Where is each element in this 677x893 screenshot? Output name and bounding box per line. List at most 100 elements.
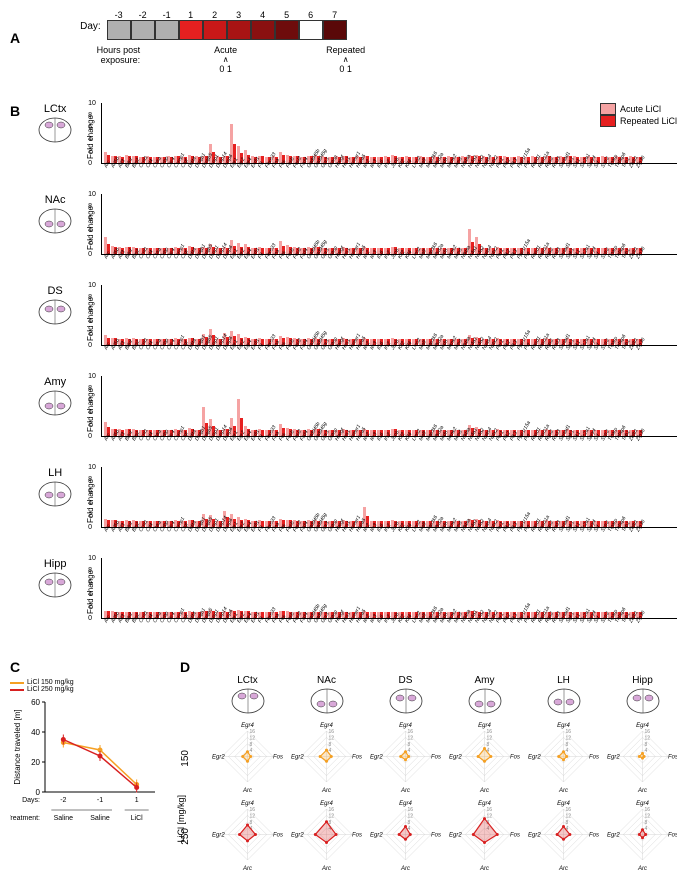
y-tick: 8 xyxy=(88,112,92,119)
svg-text:12: 12 xyxy=(408,735,414,741)
svg-text:20: 20 xyxy=(31,758,40,767)
day-number: 1 xyxy=(179,10,203,20)
day-box xyxy=(203,20,227,40)
svg-text:16: 16 xyxy=(487,729,493,735)
y-tick: 10 xyxy=(88,373,96,380)
svg-text:4: 4 xyxy=(566,748,569,754)
svg-text:Egr4: Egr4 xyxy=(399,801,412,807)
svg-text:Arc: Arc xyxy=(242,866,252,872)
svg-text:Fos: Fos xyxy=(668,755,677,761)
radar-chart: 481216Egr4FosArcEgr2 xyxy=(210,797,285,875)
region-label: DS xyxy=(368,675,443,686)
day-box xyxy=(227,20,251,40)
svg-text:8: 8 xyxy=(408,820,411,826)
svg-text:Fos: Fos xyxy=(273,755,283,761)
svg-text:12: 12 xyxy=(645,813,651,819)
dose-label: 250 xyxy=(180,828,206,845)
svg-text:Fos: Fos xyxy=(352,833,362,839)
svg-text:8: 8 xyxy=(250,742,253,748)
y-tick: 6 xyxy=(88,397,92,404)
svg-text:8: 8 xyxy=(487,742,490,748)
day-box xyxy=(131,20,155,40)
svg-text:Egr2: Egr2 xyxy=(212,833,225,839)
y-tick: 8 xyxy=(88,203,92,210)
svg-text:Egr2: Egr2 xyxy=(291,755,304,761)
region-label: LH xyxy=(30,467,80,479)
svg-text:8: 8 xyxy=(645,820,648,826)
svg-text:12: 12 xyxy=(408,813,414,819)
panel-c-chart: 0204060Distance traveled [m]-2Saline-1Sa… xyxy=(10,697,160,827)
region-label: Hipp xyxy=(605,675,677,686)
acute-label: Acute xyxy=(214,45,237,55)
svg-text:16: 16 xyxy=(487,807,493,813)
radar-chart: 481216Egr4FosArcEgr2 xyxy=(368,719,443,797)
y-tick: 4 xyxy=(88,136,92,143)
svg-text:Arc: Arc xyxy=(558,788,568,794)
svg-text:16: 16 xyxy=(566,807,572,813)
region-label: LCtx xyxy=(210,675,285,686)
svg-text:Egr2: Egr2 xyxy=(212,755,225,761)
y-tick: 8 xyxy=(88,567,92,574)
svg-text:Saline: Saline xyxy=(54,815,74,822)
day-number: 6 xyxy=(299,10,323,20)
y-tick: 8 xyxy=(88,385,92,392)
gene-label: Zfp36 xyxy=(635,161,643,169)
radar-chart: 481216Egr4FosArcEgr2 xyxy=(368,797,443,875)
day-boxes: -3-2-11234567 xyxy=(107,10,347,43)
svg-text:Arc: Arc xyxy=(479,788,489,794)
svg-text:Fos: Fos xyxy=(431,755,441,761)
panel-c-legend: LiCl 150 mg/kgLiCl 250 mg/kg xyxy=(10,679,160,693)
panel-a-content: Day: -3-2-11234567 Hours post exposure: … xyxy=(80,10,386,65)
svg-text:1: 1 xyxy=(135,797,139,804)
gene-label: Zfp36 xyxy=(635,252,643,260)
svg-text:Egr2: Egr2 xyxy=(370,755,383,761)
svg-text:12: 12 xyxy=(566,735,572,741)
svg-text:Egr4: Egr4 xyxy=(557,801,570,807)
y-tick: 6 xyxy=(88,124,92,131)
day-number: 2 xyxy=(203,10,227,20)
radar-chart: 481216Egr4FosArcEgr2 xyxy=(447,797,522,875)
y-tick: 6 xyxy=(88,579,92,586)
svg-text:Egr4: Egr4 xyxy=(478,801,491,807)
svg-text:Arc: Arc xyxy=(558,866,568,872)
y-tick: 10 xyxy=(88,555,96,562)
y-tick: 2 xyxy=(88,148,92,155)
y-tick: 0 xyxy=(88,342,92,349)
svg-text:Egr2: Egr2 xyxy=(607,755,620,761)
svg-text:0: 0 xyxy=(36,788,41,797)
svg-text:Egr2: Egr2 xyxy=(449,755,462,761)
repeated-tp: 0 1 xyxy=(326,64,365,74)
svg-text:4: 4 xyxy=(645,748,648,754)
day-number: -3 xyxy=(107,10,131,20)
y-tick: 6 xyxy=(88,488,92,495)
svg-text:Fos: Fos xyxy=(668,833,677,839)
svg-text:Fos: Fos xyxy=(273,833,283,839)
svg-text:12: 12 xyxy=(250,735,256,741)
svg-text:Arc: Arc xyxy=(321,788,331,794)
svg-text:Arc: Arc xyxy=(321,866,331,872)
panel-d-grid: LCtxNAcDSAmyLHHippLiCl [mg/kg]150481216E… xyxy=(180,675,677,875)
svg-text:12: 12 xyxy=(250,813,256,819)
panel-b-label: B xyxy=(10,103,20,119)
svg-text:16: 16 xyxy=(408,807,414,813)
svg-text:12: 12 xyxy=(329,735,335,741)
svg-text:-1: -1 xyxy=(97,797,103,804)
y-tick: 8 xyxy=(88,294,92,301)
legend-line xyxy=(10,682,24,684)
y-tick: 2 xyxy=(88,603,92,610)
day-box xyxy=(299,20,323,40)
svg-text:Fos: Fos xyxy=(510,755,520,761)
hours-label: Hours post exposure: xyxy=(80,45,140,65)
svg-text:8: 8 xyxy=(566,820,569,826)
svg-text:8: 8 xyxy=(645,742,648,748)
svg-text:-2: -2 xyxy=(60,797,66,804)
svg-text:Egr4: Egr4 xyxy=(320,801,333,807)
region-label: NAc xyxy=(289,675,364,686)
svg-text:Egr2: Egr2 xyxy=(291,833,304,839)
legend-line xyxy=(10,689,24,691)
svg-text:Egr4: Egr4 xyxy=(241,723,254,729)
panel-c-label: C xyxy=(10,659,20,675)
svg-text:Fos: Fos xyxy=(589,755,599,761)
svg-text:Days:: Days: xyxy=(22,797,40,804)
y-tick: 4 xyxy=(88,409,92,416)
